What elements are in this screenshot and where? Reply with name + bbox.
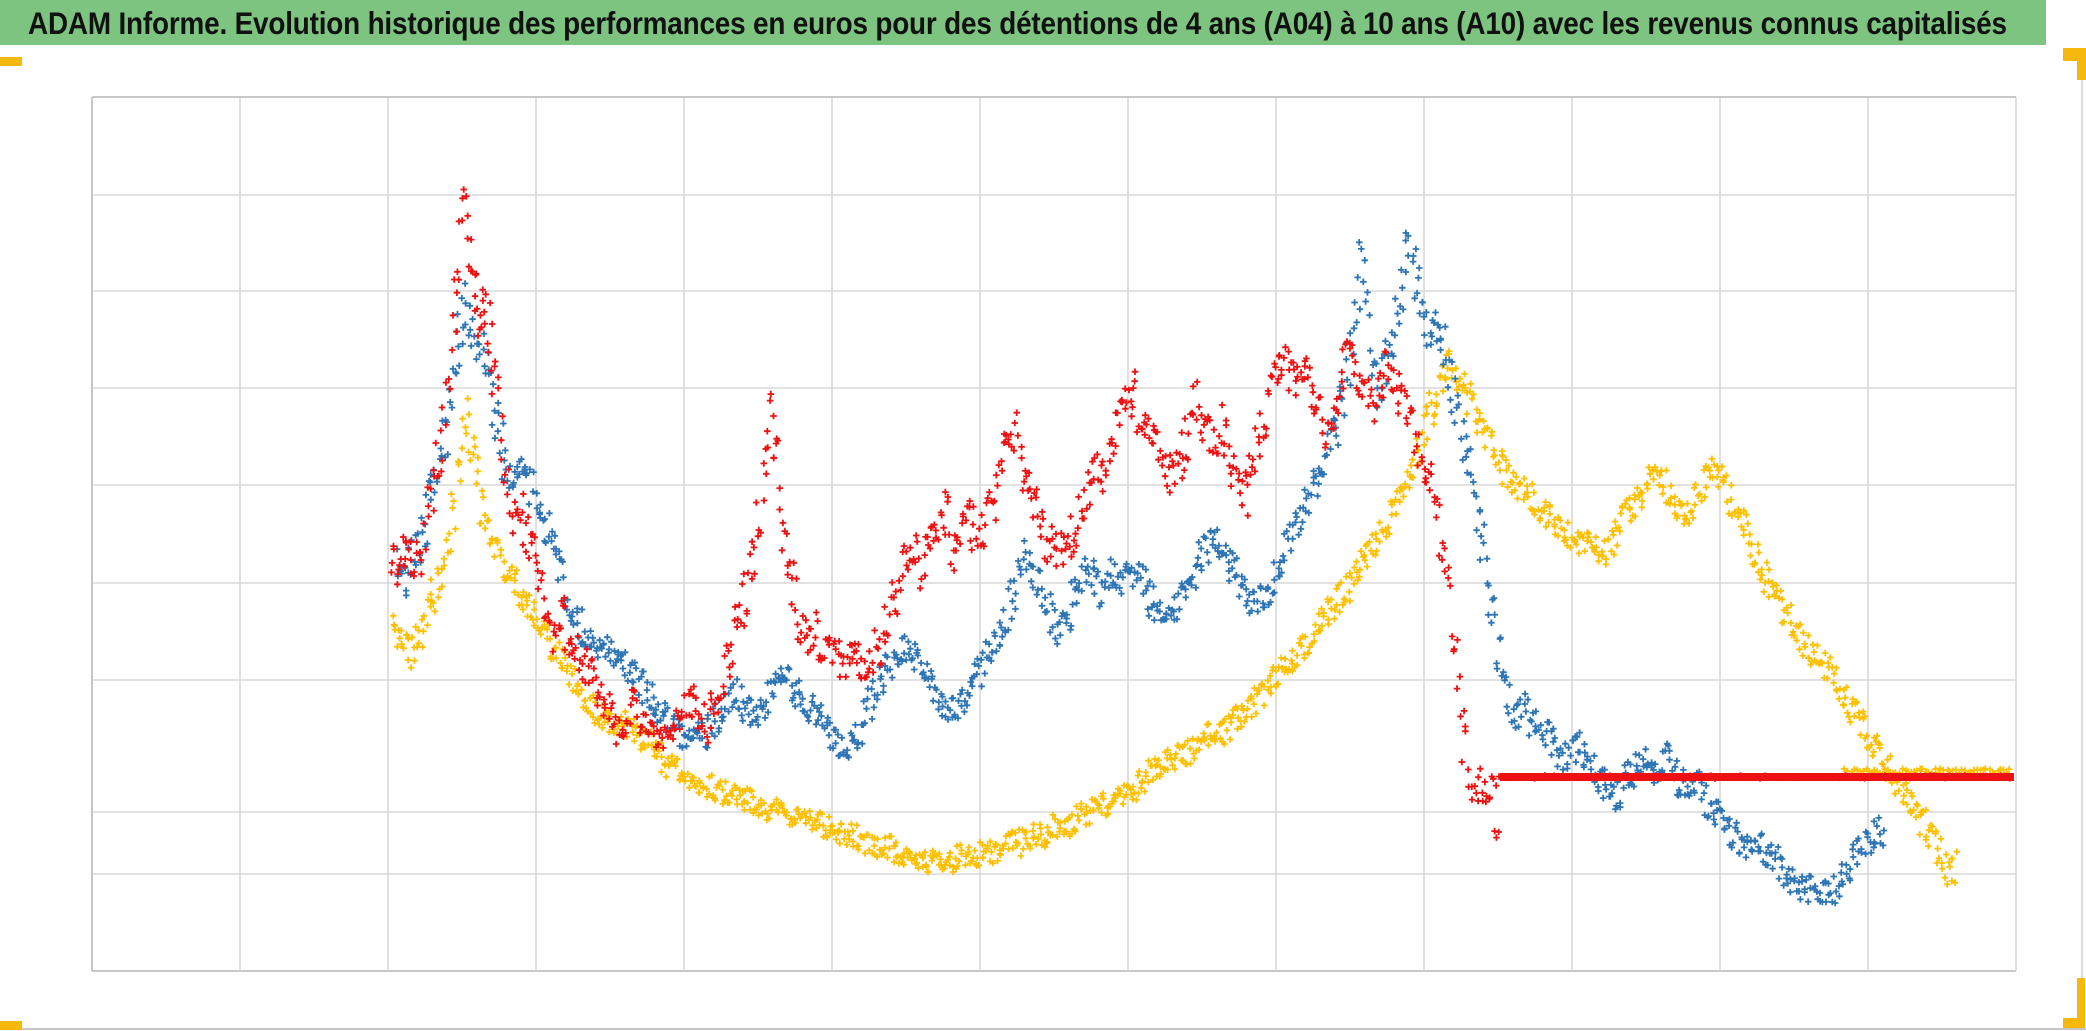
sheet-right-edge-line bbox=[2081, 80, 2083, 1018]
corner-mark-top-right-leg bbox=[2077, 48, 2086, 80]
series-blue-series bbox=[393, 229, 1888, 907]
corner-mark-bottom-right bbox=[2063, 1018, 2085, 1028]
flat-red-flat-line bbox=[1495, 772, 2014, 782]
corner-mark-top-left bbox=[0, 57, 22, 66]
corner-mark-bottom-left bbox=[0, 1021, 22, 1030]
series-red-series bbox=[388, 186, 1502, 841]
corner-mark-bottom-right-leg bbox=[2077, 978, 2085, 1027]
series-yellow-series bbox=[390, 347, 1961, 888]
page-title: ADAM Informe. Evolution historique des p… bbox=[28, 5, 2007, 41]
sheet-bottom-edge-line bbox=[0, 1028, 2086, 1030]
title-bar: ADAM Informe. Evolution historique des p… bbox=[0, 0, 2046, 45]
gridlines bbox=[91, 96, 2017, 972]
